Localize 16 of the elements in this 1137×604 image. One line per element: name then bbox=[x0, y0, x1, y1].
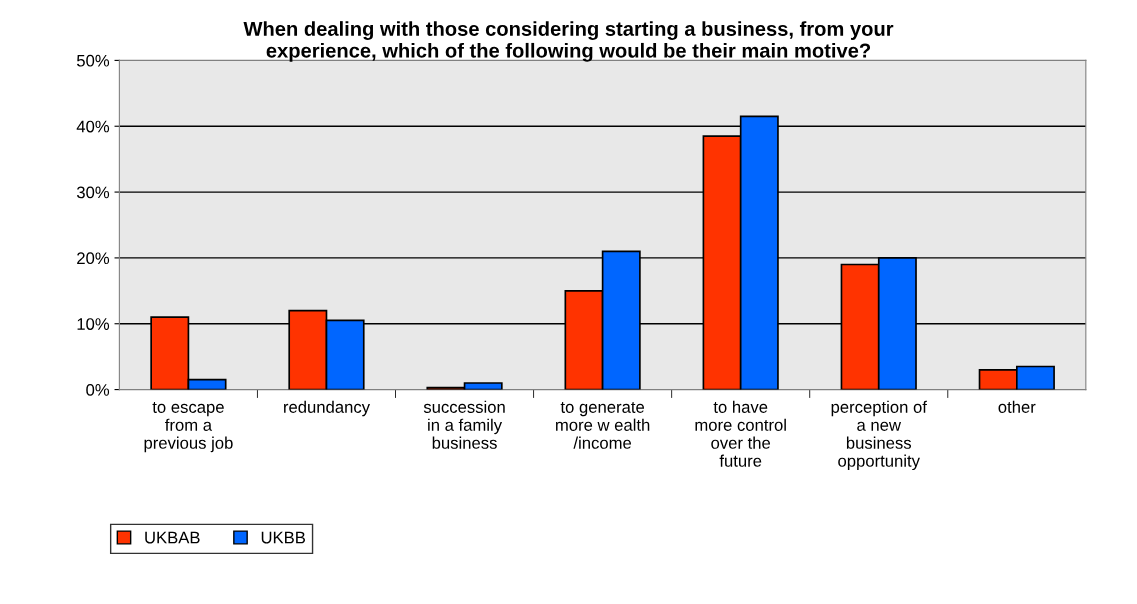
x-tick-label: to escape from a previous job bbox=[144, 401, 233, 453]
x-tick-label: to have more control over the future bbox=[695, 400, 786, 467]
x-tick-label: perception of a new business opportunity bbox=[831, 400, 927, 471]
y-tick-label: 40% bbox=[76, 120, 110, 133]
x-tick-label: other bbox=[998, 400, 1036, 413]
legend-label: UKBB bbox=[261, 531, 306, 544]
x-tick-label: succession in a family business bbox=[423, 400, 505, 449]
y-tick-label: 50% bbox=[76, 54, 110, 67]
legend-label: UKBAB bbox=[145, 531, 200, 544]
y-tick-label: 0% bbox=[86, 383, 110, 396]
x-tick-label: redundancy bbox=[284, 400, 370, 417]
y-tick-label: 30% bbox=[76, 186, 110, 199]
chart-title: When dealing with those considering starting a business, from your experience, which of the following would be their main motive? bbox=[243, 21, 894, 62]
y-tick-label: 20% bbox=[77, 252, 110, 265]
x-tick-label: to generate more w ealth /income bbox=[556, 401, 650, 449]
y-tick-label: 10% bbox=[77, 318, 110, 330]
